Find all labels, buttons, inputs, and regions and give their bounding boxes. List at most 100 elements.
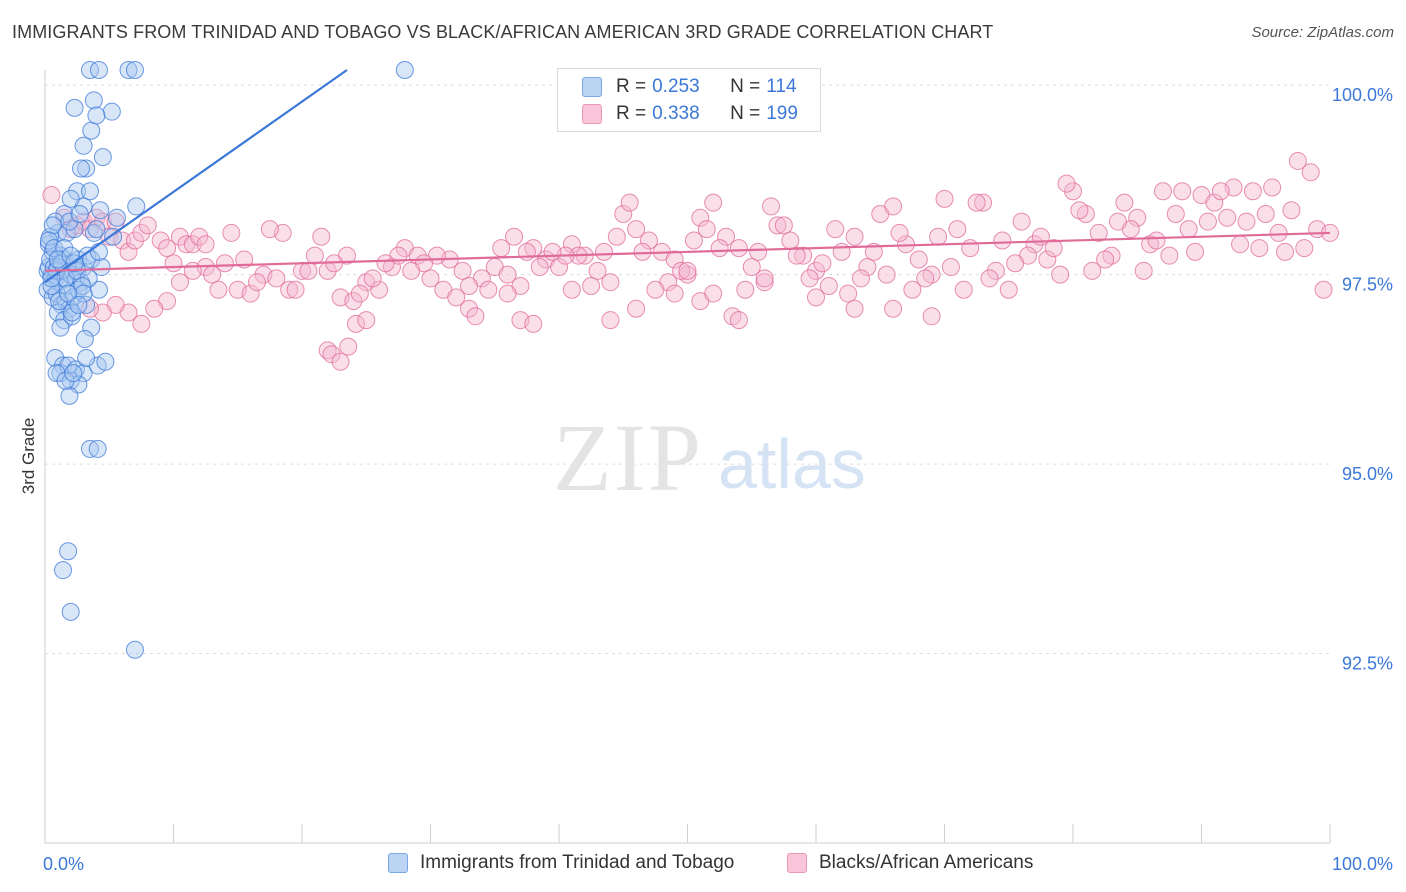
point-blacks [344,292,363,311]
point-blacks [800,269,819,288]
point-blacks [1134,261,1153,280]
point-immigrants [69,295,88,314]
point-blacks [421,269,440,288]
point-immigrants [93,148,112,167]
point-blacks [235,250,254,269]
axes [44,70,1331,844]
point-blacks [961,239,980,258]
point-blacks [1179,220,1198,239]
point-blacks [614,204,633,223]
point-immigrants [87,106,106,125]
point-blacks [826,220,845,239]
point-blacks [1205,193,1224,212]
point-blacks [1064,182,1082,201]
point-immigrants [55,239,74,258]
point-blacks [1218,208,1237,227]
point-blacks [742,258,761,277]
point-blacks [183,235,202,254]
point-blacks [286,280,305,299]
legend-r-label: R = [616,76,647,97]
point-immigrants [107,208,126,227]
legend-swatch-pink [582,104,602,124]
point-blacks [1115,193,1134,212]
point-immigrants [60,386,79,405]
watermark: ZIP atlas [553,404,866,511]
point-blacks [1160,246,1179,265]
point-blacks [1243,182,1262,201]
point-immigrants [70,204,89,223]
legend-item-immigrants: Immigrants from Trinidad and Tobago [388,852,734,874]
watermark-atlas: atlas [718,425,866,503]
point-blacks [1282,201,1301,220]
point-blacks [492,239,511,258]
point-blacks [460,276,479,295]
point-blacks [267,269,286,288]
trend-line-immigrants [44,69,348,284]
point-blacks [704,284,723,303]
point-blacks [164,254,183,273]
point-blacks [543,242,562,261]
point-blacks [524,314,543,333]
y-tick-label: 92.5% [1342,654,1393,674]
point-immigrants [61,602,80,621]
point-blacks [627,220,646,239]
point-immigrants [57,276,76,295]
point-immigrants [53,561,72,580]
point-blacks [935,189,954,208]
point-immigrants [96,352,115,371]
legend-r-value: 0.338 [652,103,700,124]
point-blacks [839,284,858,303]
point-immigrants [82,121,101,140]
legend-n-value: 199 [766,103,798,124]
point-immigrants [51,318,70,337]
point-immigrants [77,295,96,314]
y-tick-label: 100.0% [1332,85,1393,105]
point-blacks [916,269,935,288]
point-immigrants [65,98,84,117]
point-blacks [967,193,986,212]
point-blacks [884,299,903,318]
point-blacks [588,261,607,280]
point-blacks [145,299,164,318]
point-blacks [781,231,800,250]
point-blacks [1186,242,1205,261]
point-blacks [697,220,716,239]
point-blacks [1025,235,1044,254]
point-blacks [607,227,626,246]
point-blacks [954,280,973,299]
point-blacks [633,242,652,261]
point-immigrants [89,61,108,79]
point-blacks [832,242,851,261]
point-immigrants [62,307,81,326]
point-immigrants [89,280,108,299]
trend-line-blacks [44,231,1331,272]
point-blacks [1211,182,1230,201]
chart-title: IMMIGRANTS FROM TRINIDAD AND TOBAGO VS B… [12,22,994,42]
legend-swatch-pink [787,853,807,873]
point-blacks [1295,239,1314,258]
point-blacks [363,269,382,288]
point-blacks [1108,212,1127,231]
point-blacks [1256,204,1275,223]
point-blacks [929,227,948,246]
point-blacks [974,193,993,212]
point-immigrants [61,189,80,208]
point-blacks [858,258,877,277]
point-immigrants [43,216,62,235]
point-blacks [1057,174,1076,193]
point-blacks [736,280,755,299]
point-blacks [594,242,613,261]
point-blacks [646,280,665,299]
point-blacks [1263,178,1282,197]
point-blacks [665,284,684,303]
point-immigrants [125,61,144,79]
point-immigrants [119,61,138,79]
point-blacks [190,227,209,246]
series-blacks-african-americans [42,151,1339,371]
point-blacks [357,311,376,330]
point-immigrants [75,330,94,349]
point-blacks [729,311,748,330]
point-blacks [704,193,723,212]
point-blacks [376,254,395,273]
point-blacks [196,235,215,254]
